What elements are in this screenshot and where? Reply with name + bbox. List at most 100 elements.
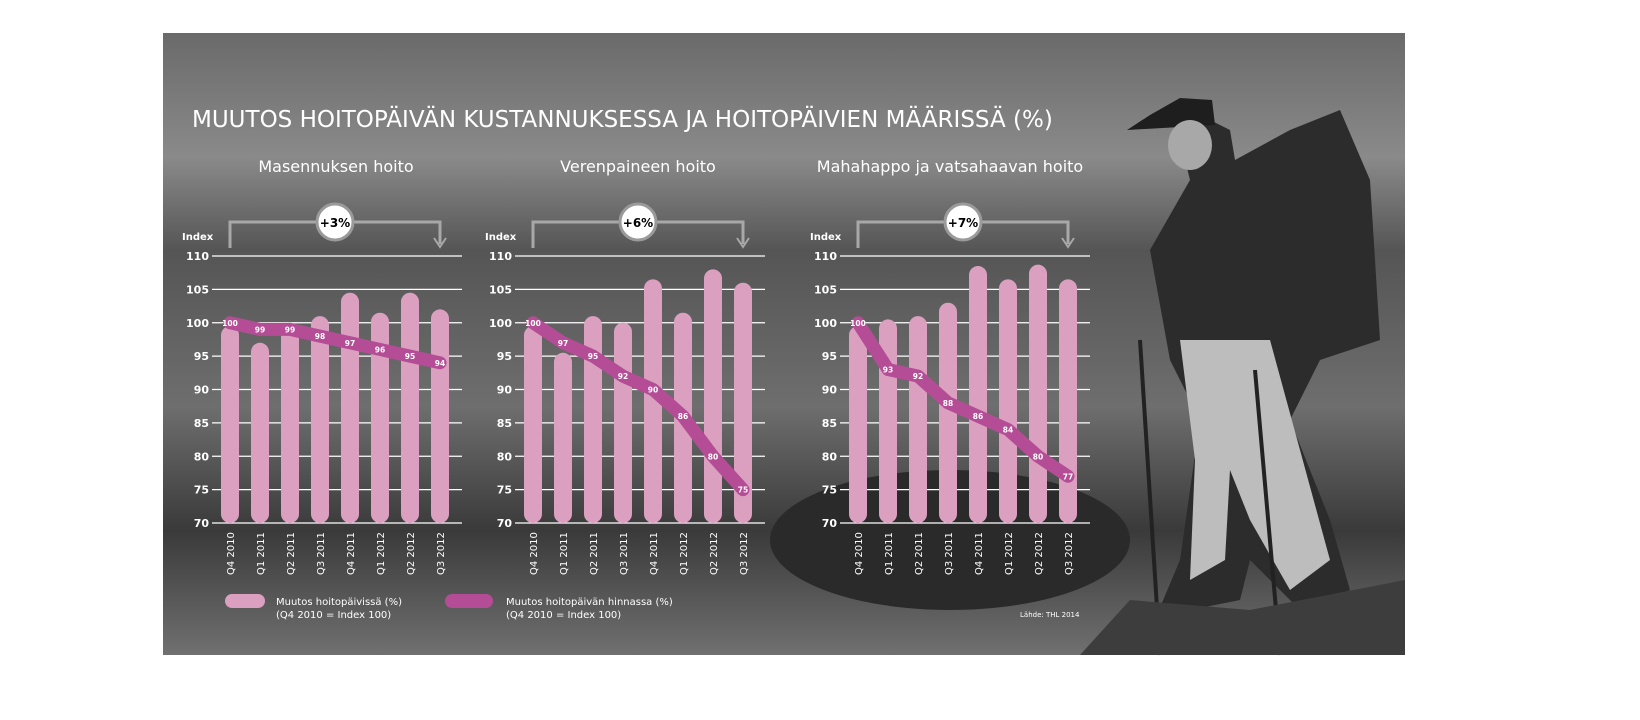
x-tick-label: Q4 2011 (974, 532, 985, 575)
y-tick-label: 85 (822, 417, 837, 430)
bar (341, 292, 359, 523)
main-title: MUUTOS HOITOPÄIVÄN KUSTANNUKSESSA JA HOI… (192, 105, 1053, 133)
legend-sub-bars: (Q4 2010 = Index 100) (276, 610, 391, 621)
line-data-label: 95 (405, 352, 415, 361)
y-tick-label: 80 (822, 450, 838, 463)
x-tick-label: Q2 2011 (589, 532, 600, 575)
bar (251, 342, 269, 523)
bar (909, 316, 927, 523)
y-tick-label: 75 (194, 484, 209, 497)
x-tick-label: Q1 2011 (559, 532, 570, 575)
y-tick-label: 90 (194, 384, 210, 397)
y-tick-label: 110 (186, 250, 209, 263)
price-line (223, 316, 447, 370)
line-data-label: 97 (558, 339, 568, 348)
x-tick-label: Q3 2011 (619, 532, 630, 575)
chart-title: Mahahappo ja vatsahaavan hoito (817, 157, 1083, 176)
y-tick-label: 90 (822, 384, 838, 397)
bar (999, 279, 1017, 523)
y-tick-label: 95 (822, 350, 837, 363)
chart-2: Verenpaineen hoito Index 70 75 80 85 90 95 100 10… (485, 157, 765, 575)
line-data-label: 100 (222, 319, 238, 328)
y-tick-label: 100 (186, 317, 209, 330)
line-data-label: 92 (913, 372, 923, 381)
bar (401, 292, 419, 523)
x-tick-label: Q3 2011 (316, 532, 327, 575)
x-tick-label: Q4 2011 (649, 532, 660, 575)
x-tick-label: Q2 2012 (1034, 532, 1045, 575)
y-tick-label: 70 (497, 517, 513, 530)
y-tick-label: 70 (194, 517, 210, 530)
chart-1: Masennuksen hoito Index 70 75 80 85 90 95 100 105… (182, 157, 462, 575)
y-tick-label: 75 (822, 484, 837, 497)
bar (849, 326, 867, 523)
line-data-label: 75 (738, 486, 748, 495)
y-tick-label: 70 (822, 517, 838, 530)
arrow-down-icon (433, 237, 447, 249)
change-value: +7% (948, 216, 978, 230)
x-tick-label: Q2 2012 (406, 532, 417, 575)
line-data-label: 97 (345, 339, 355, 348)
line-data-label: 88 (943, 399, 953, 408)
bar (524, 326, 542, 523)
bar (644, 279, 662, 523)
source-note: Lähde: THL 2014 (1020, 611, 1080, 619)
change-badge (618, 202, 658, 242)
line-data-label: 80 (708, 452, 718, 461)
change-badge (943, 202, 983, 242)
line-data-label: 86 (973, 412, 983, 421)
y-tick-label: 80 (194, 450, 210, 463)
bar (614, 322, 632, 523)
bar (939, 302, 957, 523)
y-tick-label: 110 (489, 250, 512, 263)
y-tick-label: 100 (814, 317, 837, 330)
line-data-label: 95 (588, 352, 598, 361)
bar (704, 269, 722, 523)
x-tick-label: Q2 2011 (914, 532, 925, 575)
x-tick-label: Q1 2012 (679, 532, 690, 575)
bar (554, 352, 572, 523)
legend-sub-line: (Q4 2010 = Index 100) (506, 610, 621, 621)
legend: Muutos hoitopäivissä (%) (Q4 2010 = Inde… (225, 594, 673, 621)
chart-title: Verenpaineen hoito (560, 157, 716, 176)
bar (431, 309, 449, 523)
change-value: +3% (320, 216, 350, 230)
line-data-label: 84 (1003, 426, 1013, 435)
line-data-label: 93 (883, 365, 893, 374)
x-tick-label: Q2 2011 (286, 532, 297, 575)
y-tick-label: 80 (497, 450, 513, 463)
chart-3: Mahahappo ja vatsahaavan hoito Index 70 75 8… (810, 157, 1090, 575)
line-data-label: 80 (1033, 452, 1043, 461)
x-tick-label: Q1 2011 (884, 532, 895, 575)
bar (1029, 264, 1047, 523)
bar (1059, 279, 1077, 523)
x-tick-label: Q3 2012 (1064, 532, 1075, 575)
y-tick-label: 85 (497, 417, 512, 430)
x-tick-label: Q2 2012 (709, 532, 720, 575)
y-tick-label: 95 (497, 350, 512, 363)
line-data-label: 86 (678, 412, 688, 421)
line-data-label: 90 (648, 386, 658, 395)
price-line (851, 316, 1075, 483)
x-tick-label: Q3 2012 (436, 532, 447, 575)
line-data-label: 99 (255, 325, 265, 334)
bar (221, 326, 239, 523)
x-tick-label: Q1 2012 (1004, 532, 1015, 575)
legend-label-bars: Muutos hoitopäivissä (%) (276, 597, 402, 608)
y-tick-label: 85 (194, 417, 209, 430)
line-data-label: 77 (1063, 472, 1073, 481)
change-badge (315, 202, 355, 242)
bar (584, 316, 602, 523)
bar (371, 312, 389, 523)
x-tick-label: Q4 2010 (854, 532, 865, 575)
y-tick-label: 100 (489, 317, 512, 330)
chart-title: Masennuksen hoito (258, 157, 413, 176)
y-axis-label: Index (485, 232, 517, 243)
y-tick-label: 105 (489, 283, 512, 296)
x-tick-label: Q4 2011 (346, 532, 357, 575)
hiker-illustration (1080, 98, 1405, 656)
x-tick-label: Q3 2012 (739, 532, 750, 575)
y-axis-label: Index (810, 232, 842, 243)
y-tick-label: 110 (814, 250, 837, 263)
